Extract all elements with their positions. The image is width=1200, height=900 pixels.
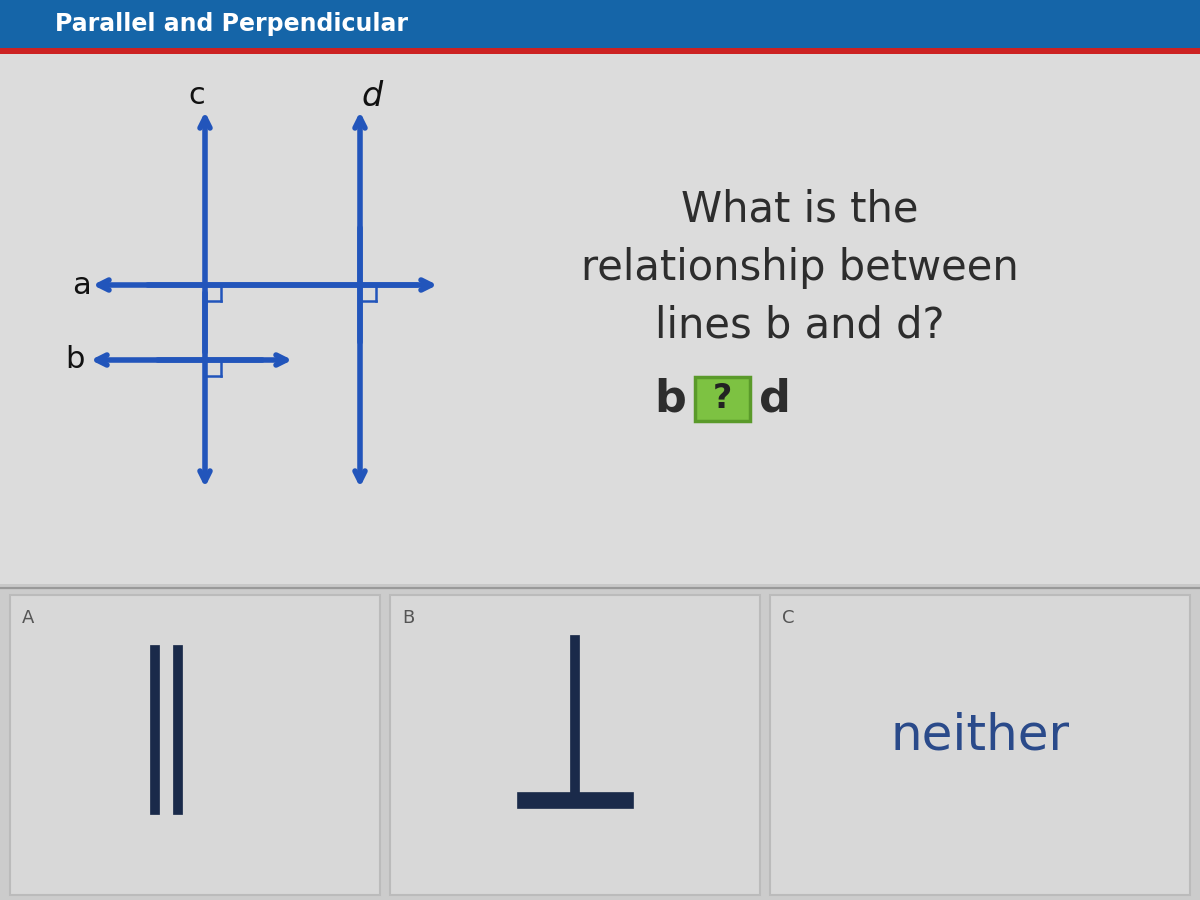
Bar <box>0 48 1200 54</box>
Text: lines b and d?: lines b and d? <box>655 305 944 347</box>
Text: neither: neither <box>890 711 1069 759</box>
Text: What is the: What is the <box>682 189 919 231</box>
Text: d: d <box>361 79 383 112</box>
Text: c: c <box>188 82 205 111</box>
Text: relationship between: relationship between <box>581 247 1019 289</box>
Text: a: a <box>73 271 91 300</box>
Text: b: b <box>65 346 85 374</box>
Text: b: b <box>654 377 686 420</box>
Text: d: d <box>760 377 791 420</box>
Text: C: C <box>782 609 794 627</box>
Text: ?: ? <box>713 382 732 416</box>
Bar <box>0 54 1200 584</box>
Text: B: B <box>402 609 414 627</box>
Bar <box>770 595 1190 895</box>
Bar <box>10 595 380 895</box>
Bar <box>0 590 1200 900</box>
Bar <box>0 0 1200 48</box>
Bar <box>390 595 760 895</box>
Text: A: A <box>22 609 35 627</box>
Bar <box>695 377 750 421</box>
Text: Parallel and Perpendicular: Parallel and Perpendicular <box>55 12 408 36</box>
